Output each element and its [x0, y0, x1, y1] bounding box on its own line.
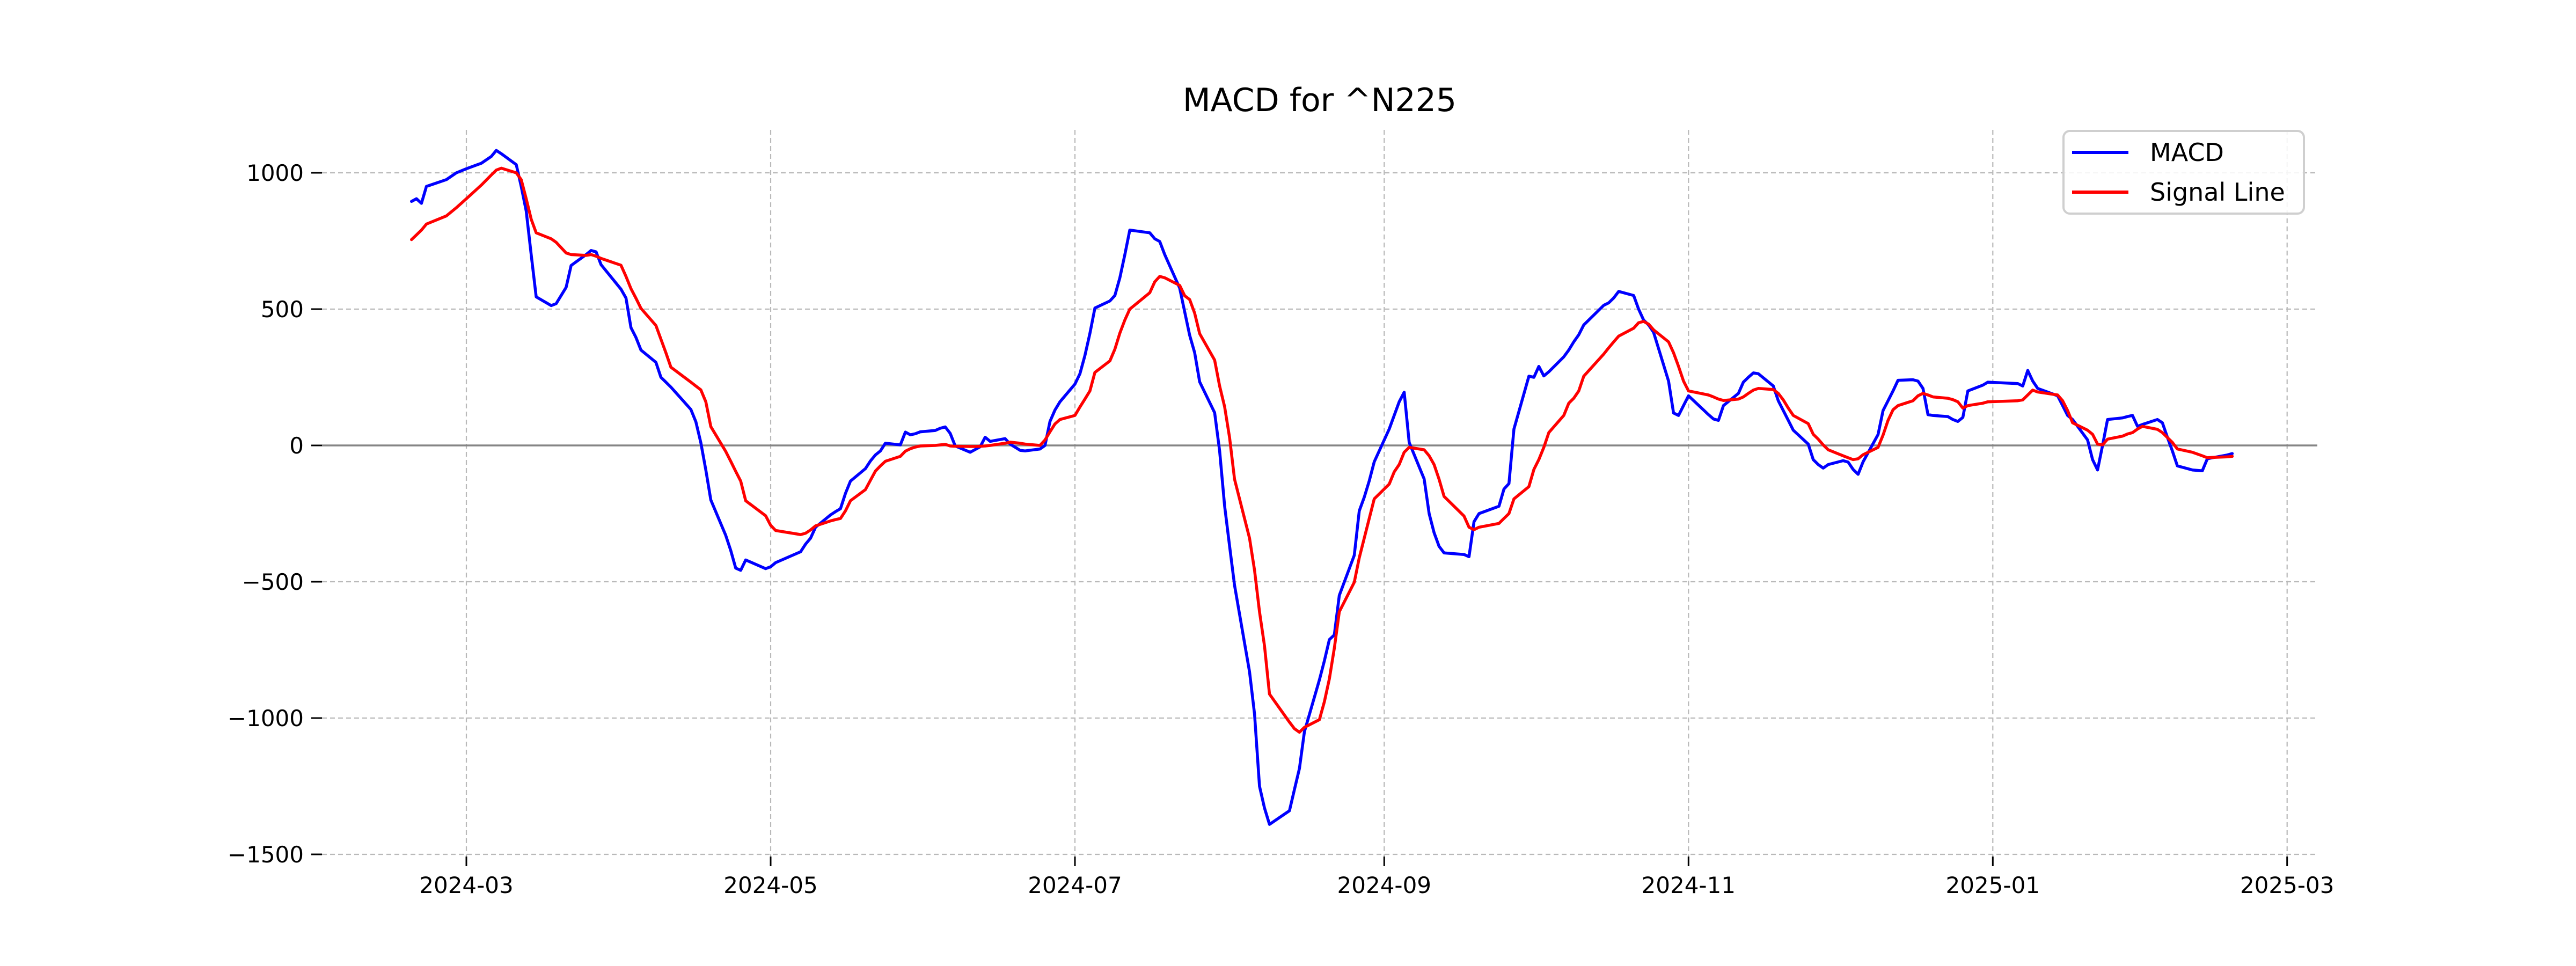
x-tick-label-2024-11: 2024-11: [1642, 872, 1736, 898]
y-tick-label--1500: −1500: [228, 841, 304, 868]
series-layer: [410, 149, 2234, 826]
tick-layer: 2024-03 2024-05 2024-07 2024-09 2024-11 2025-…: [228, 160, 2334, 898]
macd-line: [410, 149, 2234, 826]
y-tick-label-0: 0: [289, 433, 304, 459]
legend-item-macd: MACD: [2065, 133, 2303, 172]
x-tick-label-2024-03: 2024-03: [419, 872, 514, 898]
macd-line-swatch: [2072, 151, 2128, 154]
signal-line: [410, 166, 2234, 734]
legend-label-signal: Signal Line: [2150, 178, 2285, 207]
x-tick-label-2024-07: 2024-07: [1028, 872, 1122, 898]
y-tick-label-500: 500: [261, 296, 304, 323]
grid-layer: [322, 130, 2317, 857]
x-tick-label-2024-05: 2024-05: [723, 872, 818, 898]
y-tick-label--1000: −1000: [228, 705, 304, 731]
signal-line-swatch: [2072, 191, 2128, 194]
legend-item-signal: Signal Line: [2065, 172, 2303, 212]
legend: MACD Signal Line: [2062, 130, 2305, 215]
y-tick-label--500: −500: [242, 569, 304, 595]
legend-label-macd: MACD: [2150, 138, 2224, 167]
x-tick-label-2025-03: 2025-03: [2240, 872, 2334, 898]
x-tick-label-2024-09: 2024-09: [1337, 872, 1432, 898]
x-tick-label-2025-01: 2025-01: [1946, 872, 2040, 898]
y-tick-label-1000: 1000: [246, 160, 304, 186]
chart-title: MACD for ^N225: [1183, 82, 1457, 119]
